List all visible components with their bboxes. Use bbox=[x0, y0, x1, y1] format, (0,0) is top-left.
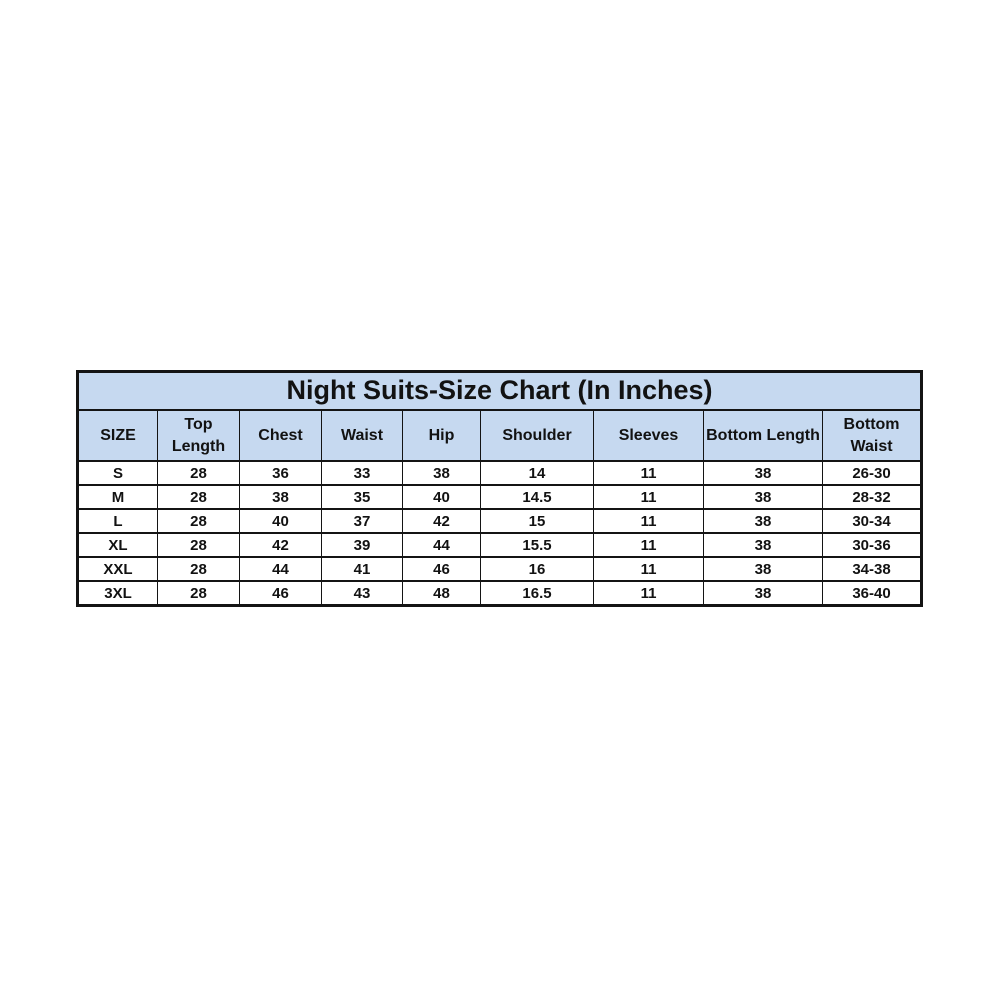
measurement-value: 48 bbox=[402, 580, 481, 607]
size-chart-header-row: SIZE Top Length Chest Waist Hip Shoulder Sleev… bbox=[77, 409, 923, 462]
column-header-sleeves: Sleeves bbox=[593, 409, 704, 462]
measurement-value: 38 bbox=[703, 580, 823, 607]
measurement-value: 44 bbox=[239, 556, 322, 582]
measurement-value: 14 bbox=[480, 460, 594, 486]
measurement-value: 11 bbox=[593, 580, 704, 607]
column-header-top-length: Top Length bbox=[157, 409, 240, 462]
measurement-value: 11 bbox=[593, 508, 704, 534]
measurement-value: 30-36 bbox=[821, 532, 923, 558]
size-chart-container: Night Suits-Size Chart (In Inches) SIZE T… bbox=[76, 370, 924, 607]
measurement-value: 11 bbox=[593, 460, 704, 486]
measurement-value: 40 bbox=[402, 484, 481, 510]
measurement-value: 28 bbox=[157, 460, 240, 486]
measurement-value: 41 bbox=[321, 556, 403, 582]
measurement-value: 14.5 bbox=[480, 484, 594, 510]
measurement-value: 46 bbox=[239, 580, 322, 607]
size-chart-title-row: Night Suits-Size Chart (In Inches) bbox=[76, 370, 923, 411]
measurement-value: 37 bbox=[321, 508, 403, 534]
measurement-value: 39 bbox=[321, 532, 403, 558]
size-row-s: S 28 36 33 38 14 11 38 26-30 bbox=[77, 460, 923, 486]
measurement-value: 38 bbox=[703, 556, 823, 582]
measurement-value: 28 bbox=[157, 484, 240, 510]
size-row-xxl: XXL 28 44 41 46 16 11 38 34-38 bbox=[77, 556, 923, 582]
column-header-chest: Chest bbox=[239, 409, 322, 462]
measurement-value: 28 bbox=[157, 508, 240, 534]
measurement-value: 11 bbox=[593, 532, 704, 558]
measurement-value: 43 bbox=[321, 580, 403, 607]
column-header-bottom-waist: Bottom Waist bbox=[821, 409, 923, 462]
measurement-value: 38 bbox=[703, 532, 823, 558]
measurement-value: 46 bbox=[402, 556, 481, 582]
size-row-l: L 28 40 37 42 15 11 38 30-34 bbox=[77, 508, 923, 534]
measurement-value: 28 bbox=[157, 556, 240, 582]
measurement-value: 40 bbox=[239, 508, 322, 534]
measurement-value: 33 bbox=[321, 460, 403, 486]
column-header-waist: Waist bbox=[321, 409, 403, 462]
measurement-value: 35 bbox=[321, 484, 403, 510]
measurement-value: 44 bbox=[402, 532, 481, 558]
size-label: XXL bbox=[77, 556, 158, 582]
measurement-value: 16.5 bbox=[480, 580, 594, 607]
size-chart-table: Night Suits-Size Chart (In Inches) SIZE T… bbox=[76, 370, 924, 607]
size-label: XL bbox=[77, 532, 158, 558]
column-header-bottom-length: Bottom Length bbox=[703, 409, 823, 462]
measurement-value: 42 bbox=[239, 532, 322, 558]
measurement-value: 34-38 bbox=[821, 556, 923, 582]
measurement-value: 28 bbox=[157, 532, 240, 558]
column-header-shoulder: Shoulder bbox=[480, 409, 594, 462]
measurement-value: 36 bbox=[239, 460, 322, 486]
column-header-size: SIZE bbox=[77, 409, 158, 462]
size-chart-body: S 28 36 33 38 14 11 38 26-30 M 28 38 35 40 14.5 11 38 28-… bbox=[77, 460, 923, 607]
measurement-value: 38 bbox=[402, 460, 481, 486]
measurement-value: 15 bbox=[480, 508, 594, 534]
measurement-value: 26-30 bbox=[821, 460, 923, 486]
size-row-m: M 28 38 35 40 14.5 11 38 28-32 bbox=[77, 484, 923, 510]
measurement-value: 11 bbox=[593, 484, 704, 510]
measurement-value: 38 bbox=[703, 508, 823, 534]
size-label: S bbox=[77, 460, 158, 486]
measurement-value: 36-40 bbox=[821, 580, 923, 607]
size-chart-title: Night Suits-Size Chart (In Inches) bbox=[76, 370, 923, 411]
size-row-3xl: 3XL 28 46 43 48 16.5 11 38 36-40 bbox=[77, 580, 923, 607]
measurement-value: 28 bbox=[157, 580, 240, 607]
measurement-value: 38 bbox=[703, 460, 823, 486]
measurement-value: 38 bbox=[239, 484, 322, 510]
measurement-value: 38 bbox=[703, 484, 823, 510]
column-header-hip: Hip bbox=[402, 409, 481, 462]
measurement-value: 30-34 bbox=[821, 508, 923, 534]
size-label: 3XL bbox=[77, 580, 158, 607]
measurement-value: 28-32 bbox=[821, 484, 923, 510]
size-label: M bbox=[77, 484, 158, 510]
measurement-value: 16 bbox=[480, 556, 594, 582]
measurement-value: 11 bbox=[593, 556, 704, 582]
size-label: L bbox=[77, 508, 158, 534]
measurement-value: 42 bbox=[402, 508, 481, 534]
size-row-xl: XL 28 42 39 44 15.5 11 38 30-36 bbox=[77, 532, 923, 558]
measurement-value: 15.5 bbox=[480, 532, 594, 558]
